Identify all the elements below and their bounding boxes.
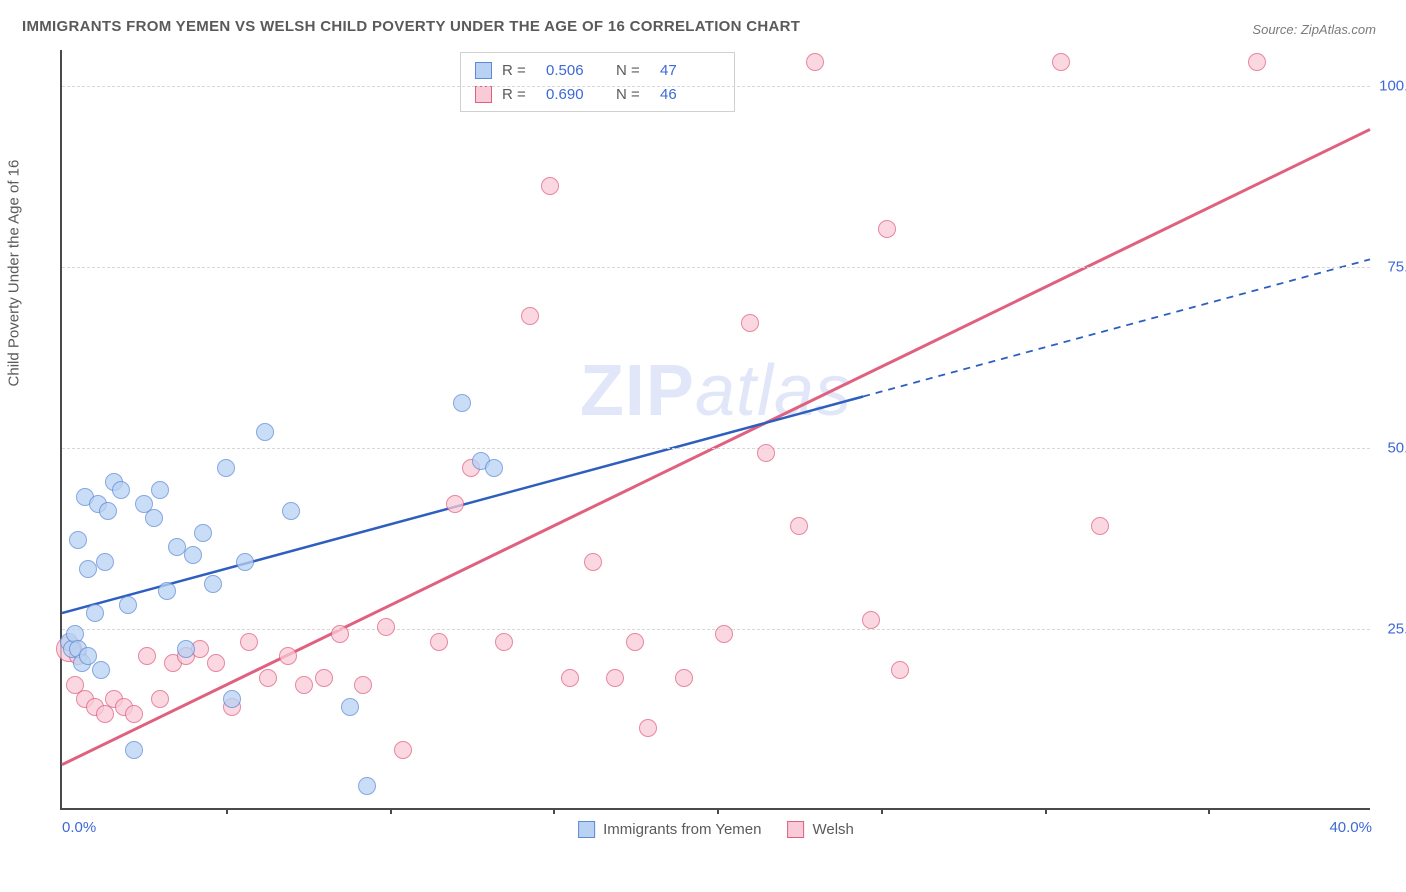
scatter-point-b bbox=[541, 177, 559, 195]
y-tick-label: 75.0% bbox=[1387, 259, 1406, 276]
scatter-point-b bbox=[790, 517, 808, 535]
series-a-label: Immigrants from Yemen bbox=[603, 821, 761, 838]
scatter-point-b bbox=[757, 444, 775, 462]
scatter-point-b bbox=[715, 625, 733, 643]
scatter-point-b bbox=[446, 495, 464, 513]
scatter-point-b bbox=[295, 676, 313, 694]
scatter-point-a bbox=[86, 604, 104, 622]
source-name: ZipAtlas.com bbox=[1301, 22, 1376, 37]
scatter-point-b bbox=[1091, 517, 1109, 535]
scatter-point-b bbox=[240, 633, 258, 651]
source-attribution: Source: ZipAtlas.com bbox=[1252, 22, 1376, 37]
x-tick-minor bbox=[553, 808, 555, 814]
scatter-point-a bbox=[168, 538, 186, 556]
scatter-point-b bbox=[151, 690, 169, 708]
trend-line bbox=[62, 129, 1370, 764]
chart-plot-area: ZIPatlas Immigrants from Yemen Welsh 25.… bbox=[60, 50, 1370, 810]
scatter-point-b bbox=[1052, 53, 1070, 71]
gridline-h bbox=[62, 448, 1370, 449]
scatter-point-b bbox=[521, 307, 539, 325]
scatter-point-a bbox=[96, 553, 114, 571]
y-tick-label: 25.0% bbox=[1387, 621, 1406, 638]
scatter-point-a bbox=[99, 502, 117, 520]
gridline-h bbox=[62, 267, 1370, 268]
x-axis-legend: Immigrants from Yemen Welsh bbox=[578, 821, 854, 838]
y-axis-label: Child Poverty Under the Age of 16 bbox=[6, 160, 23, 387]
scatter-point-a bbox=[177, 640, 195, 658]
scatter-point-b bbox=[259, 669, 277, 687]
series-b-label: Welsh bbox=[813, 821, 854, 838]
scatter-point-b bbox=[862, 611, 880, 629]
scatter-point-b bbox=[394, 741, 412, 759]
scatter-point-a bbox=[236, 553, 254, 571]
scatter-point-a bbox=[194, 524, 212, 542]
x-tick-minor bbox=[717, 808, 719, 814]
chart-title: IMMIGRANTS FROM YEMEN VS WELSH CHILD POV… bbox=[22, 18, 800, 35]
scatter-point-b bbox=[377, 618, 395, 636]
scatter-point-b bbox=[626, 633, 644, 651]
scatter-point-a bbox=[112, 481, 130, 499]
scatter-point-b bbox=[1248, 53, 1266, 71]
scatter-point-b bbox=[207, 654, 225, 672]
y-tick-label: 100.0% bbox=[1379, 78, 1406, 95]
scatter-point-b bbox=[125, 705, 143, 723]
scatter-point-b bbox=[806, 53, 824, 71]
scatter-point-a bbox=[79, 560, 97, 578]
x-tick-minor bbox=[1208, 808, 1210, 814]
scatter-point-b bbox=[354, 676, 372, 694]
scatter-point-a bbox=[485, 459, 503, 477]
scatter-point-b bbox=[138, 647, 156, 665]
scatter-point-a bbox=[358, 777, 376, 795]
y-tick-label: 50.0% bbox=[1387, 440, 1406, 457]
scatter-point-a bbox=[453, 394, 471, 412]
scatter-point-a bbox=[184, 546, 202, 564]
scatter-point-a bbox=[217, 459, 235, 477]
x-tick-minor bbox=[881, 808, 883, 814]
trend-line bbox=[863, 259, 1370, 396]
scatter-point-a bbox=[204, 575, 222, 593]
scatter-point-a bbox=[151, 481, 169, 499]
scatter-point-b bbox=[606, 669, 624, 687]
scatter-point-b bbox=[675, 669, 693, 687]
swatch-series-b bbox=[788, 821, 805, 838]
x-tick-label: 0.0% bbox=[62, 819, 96, 836]
scatter-point-b bbox=[315, 669, 333, 687]
scatter-point-b bbox=[331, 625, 349, 643]
scatter-point-a bbox=[69, 531, 87, 549]
scatter-point-a bbox=[282, 502, 300, 520]
scatter-point-a bbox=[158, 582, 176, 600]
scatter-point-a bbox=[92, 661, 110, 679]
x-tick-minor bbox=[226, 808, 228, 814]
scatter-point-a bbox=[119, 596, 137, 614]
scatter-point-a bbox=[223, 690, 241, 708]
scatter-point-b bbox=[279, 647, 297, 665]
scatter-point-b bbox=[430, 633, 448, 651]
scatter-point-b bbox=[741, 314, 759, 332]
source-label: Source: bbox=[1252, 22, 1297, 37]
scatter-point-b bbox=[891, 661, 909, 679]
scatter-point-a bbox=[79, 647, 97, 665]
x-tick-minor bbox=[1045, 808, 1047, 814]
scatter-point-b bbox=[561, 669, 579, 687]
swatch-series-a bbox=[578, 821, 595, 838]
scatter-point-a bbox=[256, 423, 274, 441]
scatter-point-a bbox=[145, 509, 163, 527]
scatter-point-a bbox=[125, 741, 143, 759]
scatter-point-b bbox=[639, 719, 657, 737]
scatter-point-b bbox=[878, 220, 896, 238]
x-tick-label: 40.0% bbox=[1329, 819, 1372, 836]
scatter-point-a bbox=[341, 698, 359, 716]
scatter-point-b bbox=[584, 553, 602, 571]
legend-item-b: Welsh bbox=[788, 821, 854, 838]
x-tick-minor bbox=[390, 808, 392, 814]
gridline-h bbox=[62, 86, 1370, 87]
legend-item-a: Immigrants from Yemen bbox=[578, 821, 761, 838]
scatter-point-b bbox=[495, 633, 513, 651]
